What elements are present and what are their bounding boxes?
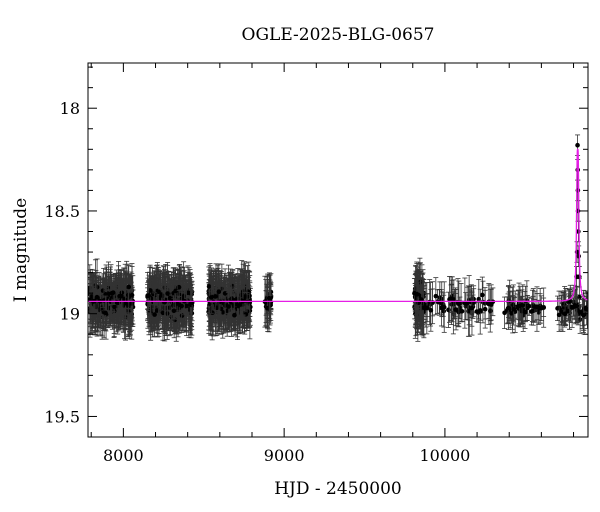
data-point-group	[226, 282, 232, 331]
data-point-group	[167, 285, 173, 312]
data-point	[172, 302, 178, 308]
data-point	[162, 305, 168, 311]
data-point-group	[208, 281, 214, 314]
data-point	[171, 308, 177, 314]
data-point	[176, 284, 182, 290]
plot-area	[87, 62, 589, 438]
data-point-group	[179, 291, 185, 321]
data-point-group	[237, 275, 243, 334]
data-point-group	[156, 267, 162, 317]
data-point	[152, 312, 157, 317]
data-point	[220, 310, 226, 315]
data-point	[232, 312, 237, 318]
data-point	[145, 293, 150, 299]
data-point	[103, 292, 108, 297]
data-point	[129, 292, 135, 298]
data-point-group	[162, 280, 168, 336]
data-point	[156, 289, 161, 295]
data-point-group	[212, 270, 218, 323]
data-point	[238, 302, 243, 307]
data-point-group	[165, 264, 171, 323]
data-point	[103, 310, 108, 316]
data-point	[148, 288, 153, 293]
data-point-group	[145, 272, 151, 320]
data-point	[226, 304, 232, 309]
data-point	[89, 294, 94, 299]
data-point	[154, 308, 160, 313]
data-point	[106, 305, 112, 311]
data-point	[112, 304, 117, 310]
data-point	[184, 303, 189, 309]
data-point	[210, 310, 215, 316]
data-point	[167, 295, 173, 301]
data-point-group	[110, 280, 116, 306]
data-point-group	[173, 267, 179, 315]
data-point	[206, 284, 212, 289]
data-point	[162, 299, 167, 305]
data-point	[218, 306, 224, 312]
data-point-group	[231, 301, 237, 329]
data-point-group	[216, 263, 222, 320]
data-point-group	[122, 280, 128, 326]
data-point	[119, 290, 125, 296]
data-points	[88, 134, 588, 342]
data-point	[179, 303, 184, 309]
data-point-group	[147, 266, 153, 315]
data-point	[126, 284, 132, 290]
data-point-group	[94, 278, 100, 317]
data-point	[244, 299, 250, 305]
data-point	[214, 305, 220, 311]
data-point-group	[118, 270, 124, 323]
data-point	[208, 295, 214, 300]
data-point-group	[171, 298, 177, 324]
data-point	[123, 300, 128, 306]
data-point	[94, 294, 100, 300]
data-point	[160, 310, 166, 316]
data-point	[165, 291, 170, 296]
data-point	[110, 290, 116, 295]
data-point-group	[152, 292, 158, 337]
data-point	[222, 291, 228, 296]
data-point	[216, 289, 222, 295]
data-point-group	[119, 273, 125, 313]
chart-title: OGLE-2025-BLG-0657	[242, 25, 435, 45]
data-point	[119, 293, 124, 299]
data-point-group	[160, 285, 166, 341]
data-point	[226, 308, 231, 313]
data-point	[173, 288, 178, 294]
